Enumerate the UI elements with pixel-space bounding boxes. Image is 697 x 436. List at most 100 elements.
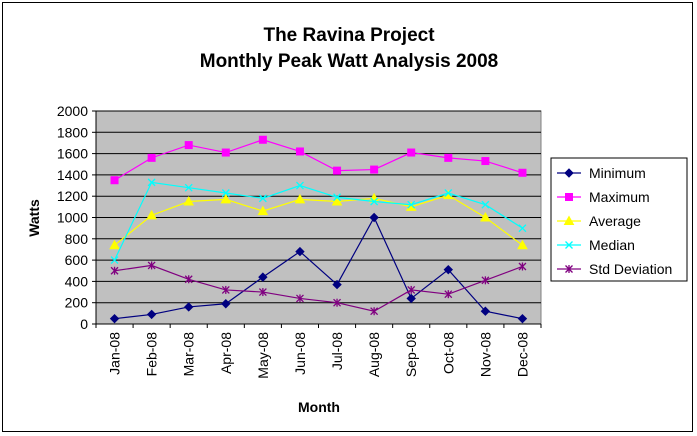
legend-label: Std Deviation <box>589 261 672 277</box>
data-point-maximum <box>518 168 527 177</box>
x-tick-label: Nov-08 <box>477 332 493 377</box>
legend-marker <box>564 168 574 178</box>
legend-marker <box>565 193 573 201</box>
data-point-std-deviation <box>184 275 193 284</box>
chart-title-line-1: The Ravina Project <box>263 25 435 46</box>
y-tick-label: 1400 <box>57 167 88 183</box>
legend: Minimum Maximum Average Median Std Deviation <box>550 157 688 282</box>
legend-label: Maximum <box>589 189 650 205</box>
series-std-deviation <box>110 261 527 316</box>
data-point-minimum <box>332 279 342 290</box>
data-point-average <box>517 239 528 250</box>
data-point-minimum <box>369 212 379 223</box>
series-layer <box>109 135 528 324</box>
data-point-median <box>110 256 119 265</box>
data-point-maximum <box>333 166 342 175</box>
chart-svg: The Ravina Project Monthly Peak Watt Ana… <box>26 25 688 415</box>
data-point-std-deviation <box>147 261 156 270</box>
data-point-average <box>257 205 269 216</box>
data-point-average <box>109 239 120 250</box>
data-point-maximum <box>444 153 453 162</box>
data-point-average <box>331 196 343 206</box>
data-point-average <box>220 193 232 204</box>
legend-item-std-deviation: Std Deviation <box>557 261 672 277</box>
series-line-median <box>114 181 523 261</box>
data-point-average <box>294 193 306 204</box>
legend-item-minimum: Minimum <box>557 165 646 181</box>
legend-label: Average <box>589 213 641 229</box>
data-point-median <box>518 224 527 233</box>
series-line-std-deviation <box>114 264 523 312</box>
x-tick-label: Sep-08 <box>403 332 419 377</box>
data-point-median <box>295 181 304 190</box>
data-point-maximum <box>110 176 119 185</box>
series-line-average <box>114 194 523 246</box>
data-point-maximum <box>258 135 267 144</box>
data-point-std-deviation <box>333 298 342 307</box>
series-line-maximum <box>114 139 523 181</box>
series-line-minimum <box>114 216 523 320</box>
y-tick-label: 600 <box>65 252 89 268</box>
x-tick-label: Apr-08 <box>218 332 234 374</box>
x-tick-label: May-08 <box>255 332 271 379</box>
legend-item-median: Median <box>557 237 635 253</box>
y-tick-label: 400 <box>65 273 89 289</box>
data-point-minimum <box>109 313 120 324</box>
data-point-std-deviation <box>295 294 304 303</box>
legend-marker <box>565 241 573 249</box>
data-point-minimum <box>295 246 305 257</box>
data-point-minimum <box>480 306 491 316</box>
x-tick-label: Feb-08 <box>144 332 160 377</box>
legend-marker <box>565 265 573 273</box>
chart-title-line-2: Monthly Peak Watt Analysis 2008 <box>200 51 498 72</box>
data-point-maximum <box>481 157 490 166</box>
legend-marker <box>563 215 575 225</box>
data-point-std-deviation <box>110 266 119 275</box>
data-point-maximum <box>407 148 416 157</box>
data-point-std-deviation <box>258 288 267 297</box>
data-point-std-deviation <box>518 262 527 271</box>
data-point-std-deviation <box>407 285 416 294</box>
data-point-std-deviation <box>481 276 490 285</box>
y-tick-label: 1000 <box>57 210 88 226</box>
series-median <box>110 178 527 265</box>
data-point-median <box>333 193 342 202</box>
y-tick-label: 0 <box>80 316 88 332</box>
data-point-std-deviation <box>444 290 453 299</box>
y-tick-label: 2000 <box>57 103 88 119</box>
legend-item-average: Average <box>557 213 641 229</box>
data-point-maximum <box>295 147 304 156</box>
data-point-median <box>147 178 156 187</box>
data-point-median <box>221 189 230 197</box>
x-tick-label: Aug-08 <box>366 332 382 377</box>
data-point-median <box>184 183 193 192</box>
y-tick-label: 800 <box>65 231 89 247</box>
data-point-maximum <box>221 148 230 157</box>
data-point-median <box>370 197 379 206</box>
data-point-median <box>444 189 453 197</box>
y-tick-label: 1800 <box>57 124 88 140</box>
data-point-median <box>258 194 267 203</box>
y-tick-label: 1200 <box>57 188 88 204</box>
data-point-minimum <box>406 293 416 304</box>
data-point-minimum <box>517 313 528 324</box>
data-point-minimum <box>221 299 231 309</box>
x-tick-label: Oct-08 <box>440 332 456 374</box>
x-tick-label: Mar-08 <box>181 332 197 377</box>
x-axis-title: Month <box>298 399 340 415</box>
axes: 0 200 400 600 800 1000 1200 1400 1600 1800 2000 Jan… <box>57 103 542 379</box>
grid-lines <box>96 110 541 304</box>
data-point-minimum <box>258 272 268 282</box>
data-point-median <box>407 200 416 209</box>
legend-label: Median <box>589 237 635 253</box>
legend-item-maximum: Maximum <box>557 189 650 205</box>
x-tick-label: Jul-08 <box>329 332 345 370</box>
y-axis-title: Watts <box>26 199 42 237</box>
series-average <box>109 189 528 250</box>
data-point-minimum <box>443 264 453 275</box>
data-point-maximum <box>370 165 379 174</box>
data-point-minimum <box>146 309 157 320</box>
data-point-average <box>146 209 157 220</box>
x-tick-label: Jun-08 <box>292 332 308 375</box>
chart-frame: The Ravina Project Monthly Peak Watt Ana… <box>2 2 693 432</box>
